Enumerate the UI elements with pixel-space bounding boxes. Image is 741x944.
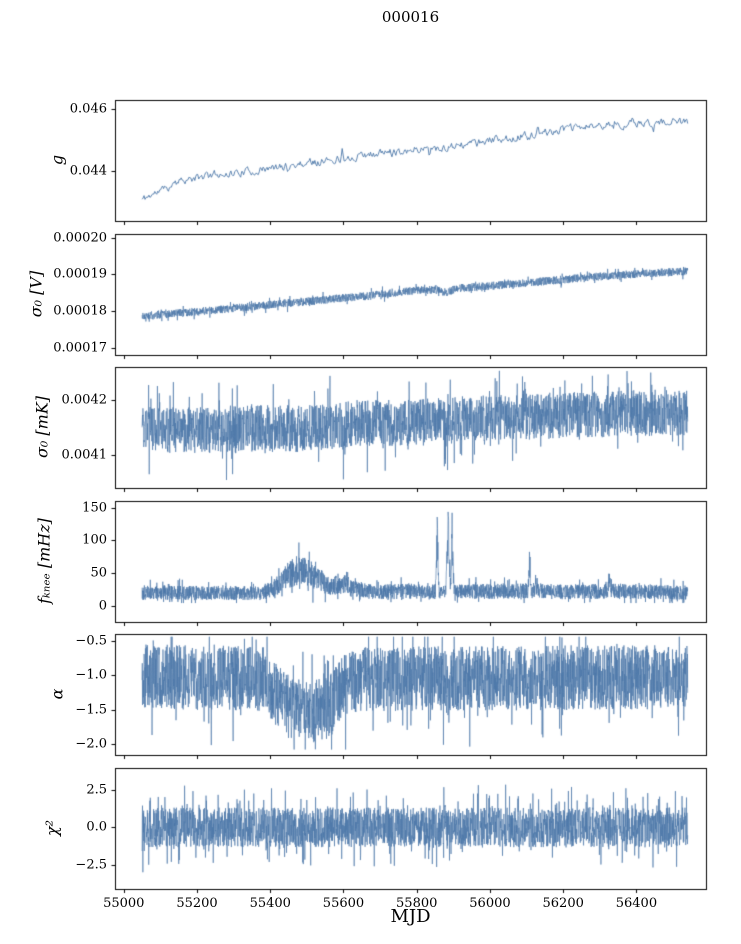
x-tick-label: 55200 xyxy=(176,896,218,911)
y-tick-label: 0 xyxy=(98,598,107,614)
x-tick-label: 55600 xyxy=(322,896,365,911)
y-tick-label: 0.0 xyxy=(86,819,107,835)
y-tick-label: −0.5 xyxy=(75,633,107,649)
x-tick-label: 55000 xyxy=(103,896,145,911)
chart-title: 000016 xyxy=(381,8,440,26)
x-tick-label: 56200 xyxy=(542,896,584,911)
y-axis-label-sigma0-mk: σ₀ [mK] xyxy=(32,395,52,459)
x-tick-label: 55400 xyxy=(249,896,291,911)
y-tick-label: 2.5 xyxy=(86,782,107,798)
y-tick-label: 50 xyxy=(90,565,107,581)
y-tick-label: 0.044 xyxy=(69,163,107,179)
y-axis-label-alpha: α xyxy=(47,688,67,700)
y-axis-label-sigma0-v: σ₀ [V] xyxy=(26,270,46,318)
y-tick-label: −1.5 xyxy=(75,702,107,718)
y-tick-label: 0.00020 xyxy=(53,230,107,246)
y-tick-label: 0.00018 xyxy=(53,303,107,319)
y-tick-label: 0.0042 xyxy=(61,392,108,408)
y-tick-label: 0.00017 xyxy=(53,340,107,356)
y-tick-label: 0.00019 xyxy=(53,266,107,282)
y-tick-label: 150 xyxy=(82,500,107,516)
y-tick-label: 0.046 xyxy=(69,101,107,117)
y-tick-label: −1.0 xyxy=(75,667,107,683)
y-tick-label: 100 xyxy=(82,532,107,548)
y-axis-label-g: g xyxy=(47,154,67,166)
y-axis-label-chi2: χ² xyxy=(42,819,62,837)
y-tick-label: −2.5 xyxy=(75,857,107,873)
x-tick-label: 56400 xyxy=(615,896,658,911)
y-tick-label: −2.0 xyxy=(75,736,107,752)
y-tick-label: 0.0041 xyxy=(61,447,108,463)
x-tick-label: 56000 xyxy=(469,896,511,911)
x-axis-label: MJD xyxy=(390,906,431,927)
x-tick-label: 55800 xyxy=(396,896,438,911)
y-axis-label-fknee: fₖₙₑₑ [mHz] xyxy=(34,518,54,604)
